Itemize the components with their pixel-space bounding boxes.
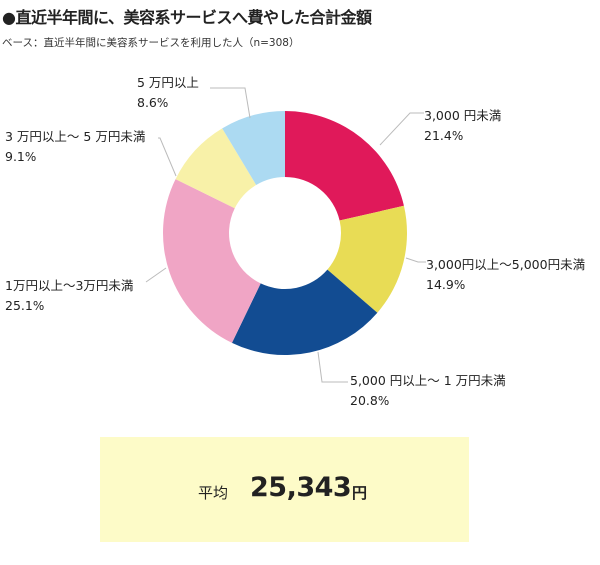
slice-label-1-name: 3,000円以上〜5,000円未満 (426, 257, 586, 272)
donut-slice-3 (162, 179, 261, 343)
slice-label-4-name: 3 万円以上〜 5 万円未満 (5, 129, 146, 144)
leader-line-1 (405, 257, 426, 263)
slice-label-1-value: 14.9 (426, 277, 454, 292)
chart-title: ●直近半年間に、美容系サービスへ費やした合計金額 (2, 8, 372, 27)
slice-label-2-value: 20.8 (350, 393, 378, 408)
donut-slice-0 (285, 111, 404, 221)
chart-subtitle: ベース：直近半年間に美容系サービスを利用した人（n=308） (2, 37, 300, 49)
donut-chart (145, 87, 426, 383)
slice-label-2: 5,000 円以上〜 1 万円未満 20.8% (350, 371, 506, 411)
leader-line-5 (210, 87, 251, 119)
slice-label-1: 3,000円以上〜5,000円未満 14.9% (426, 255, 585, 295)
slice-label-3-name: 1万円以上〜3万円未満 (5, 278, 134, 293)
slice-label-5-name: 5 万円以上 (137, 75, 199, 90)
slice-label-4-unit: % (24, 150, 37, 164)
average-label: 平均 (198, 484, 229, 502)
slice-label-5: 5 万円以上 8.6% (137, 73, 199, 113)
slice-label-2-name: 5,000 円以上〜 1 万円未満 (350, 373, 506, 388)
slice-label-3-value: 25.1 (5, 298, 33, 313)
slice-label-5-value: 8.6 (137, 95, 157, 110)
slice-label-1-unit: % (453, 278, 466, 292)
slice-label-3-unit: % (32, 299, 45, 313)
average-unit: 円 (352, 484, 368, 502)
donut-slice-5 (222, 111, 285, 185)
leader-line-4 (158, 137, 177, 177)
slice-label-4: 3 万円以上〜 5 万円未満 9.1% (5, 127, 145, 167)
slice-label-4-value: 9.1 (5, 149, 25, 164)
slice-label-0-name: 3,000 円未満 (424, 108, 502, 123)
slice-label-0-value: 21.4 (424, 128, 452, 143)
average-box: 平均 25,343 円 (100, 437, 469, 542)
donut-slice-4 (175, 128, 257, 209)
leader-line-0 (379, 112, 424, 146)
leader-line-2 (317, 351, 348, 383)
donut-slice-1 (327, 205, 407, 313)
leader-line-3 (145, 267, 167, 283)
donut-slice-2 (231, 269, 378, 355)
slice-label-2-unit: % (377, 394, 390, 408)
slice-label-5-unit: % (156, 96, 169, 110)
slice-label-3: 1万円以上〜3万円未満 25.1% (5, 276, 133, 316)
slice-label-0: 3,000 円未満 21.4% (424, 106, 501, 146)
slice-label-0-unit: % (451, 129, 464, 143)
average-value: 25,343 (250, 472, 352, 503)
